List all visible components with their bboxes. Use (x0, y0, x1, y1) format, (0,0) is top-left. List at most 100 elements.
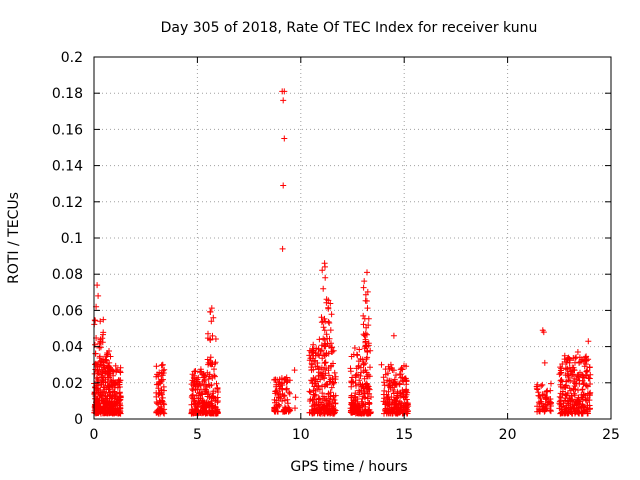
data-point-marker (587, 371, 594, 378)
data-point-marker (355, 358, 362, 365)
data-point-marker (207, 400, 213, 407)
data-point-marker (278, 385, 285, 392)
data-point-marker (569, 396, 576, 403)
data-point-marker (541, 359, 548, 366)
data-point-marker (353, 382, 359, 389)
data-point-marker (116, 379, 123, 386)
data-point-marker (112, 384, 118, 391)
data-point-marker (363, 410, 370, 417)
data-point-marker (352, 374, 359, 381)
data-point-marker (308, 367, 315, 374)
data-point-marker (397, 366, 404, 373)
data-point-marker (400, 389, 407, 396)
data-point-marker (112, 380, 119, 387)
y-tick-label: 0.08 (52, 267, 83, 283)
y-tick-label: 0.18 (52, 86, 83, 102)
data-point-marker (104, 360, 111, 367)
data-point-marker (380, 391, 387, 398)
data-point-marker (213, 380, 220, 387)
x-axis-label: GPS time / hours (290, 459, 407, 475)
data-point-marker (280, 393, 287, 400)
data-point-marker (316, 386, 323, 393)
data-point-marker (572, 359, 578, 366)
data-point-marker (571, 390, 578, 397)
data-point-marker (313, 382, 320, 389)
data-point-marker (391, 379, 398, 386)
data-point-marker (323, 299, 330, 306)
data-point-marker (328, 384, 335, 391)
data-point-marker (362, 403, 369, 410)
data-point-marker (207, 336, 213, 343)
data-point-marker (194, 386, 201, 393)
data-point-marker (325, 409, 332, 416)
data-point-marker (194, 376, 201, 383)
data-point-marker (204, 393, 211, 400)
data-point-marker (360, 368, 367, 375)
data-point-marker (393, 372, 399, 379)
data-point-marker (326, 372, 332, 379)
data-point-marker (208, 361, 215, 368)
data-point-marker (117, 364, 124, 371)
data-point-marker (322, 381, 329, 388)
data-point-marker (312, 363, 319, 370)
data-point-marker (361, 278, 368, 285)
data-point-marker (100, 316, 107, 323)
data-point-marker (361, 332, 368, 339)
data-point-marker (157, 399, 164, 406)
data-point-marker (358, 383, 365, 390)
data-point-marker (310, 375, 317, 381)
data-point-marker (159, 361, 166, 368)
data-point-marker (306, 398, 313, 404)
data-point-marker (208, 395, 215, 402)
data-point-marker (348, 399, 355, 406)
data-point-marker (390, 390, 397, 397)
data-point-marker (325, 367, 332, 374)
data-point-marker (189, 395, 196, 402)
data-point-marker (350, 351, 357, 358)
data-point-marker (401, 394, 408, 401)
data-point-marker (387, 384, 393, 391)
data-point-marker (279, 398, 286, 404)
data-point-marker (285, 408, 292, 415)
data-point-marker (319, 355, 326, 362)
data-point-marker (574, 349, 581, 355)
data-point-marker (570, 355, 577, 361)
data-point-marker (274, 389, 281, 396)
data-point-marker (331, 369, 338, 376)
data-point-marker (353, 371, 360, 378)
data-point-marker (159, 394, 166, 401)
x-tick-label: 5 (193, 427, 202, 443)
data-point-marker (362, 297, 369, 304)
data-point-marker (571, 402, 578, 409)
data-point-marker (579, 386, 586, 393)
data-point-marker (206, 382, 213, 389)
data-point-marker (566, 395, 573, 401)
data-point-marker (319, 267, 326, 274)
data-point-marker (206, 373, 212, 380)
y-tick-label: 0.2 (61, 50, 83, 66)
data-point-marker (210, 314, 217, 321)
data-point-marker (197, 369, 203, 376)
data-point-marker (97, 408, 104, 415)
data-point-marker (365, 373, 371, 380)
data-points (91, 88, 594, 417)
data-point-marker (579, 377, 586, 384)
data-point-marker (114, 396, 121, 403)
data-point-marker (95, 292, 102, 299)
data-point-marker (212, 336, 219, 342)
data-point-marker (198, 390, 205, 397)
data-point-marker (386, 381, 393, 388)
data-point-marker (99, 370, 105, 377)
data-point-marker (275, 381, 282, 387)
data-point-marker (546, 398, 553, 405)
data-point-marker (281, 135, 288, 142)
data-point-marker (363, 384, 370, 391)
data-point-marker (331, 379, 338, 386)
data-point-marker (572, 398, 579, 405)
data-point-marker (94, 282, 101, 289)
data-point-marker (315, 396, 322, 403)
data-point-marker (538, 383, 545, 389)
data-point-marker (547, 387, 554, 394)
y-tick-label: 0.06 (52, 303, 83, 319)
